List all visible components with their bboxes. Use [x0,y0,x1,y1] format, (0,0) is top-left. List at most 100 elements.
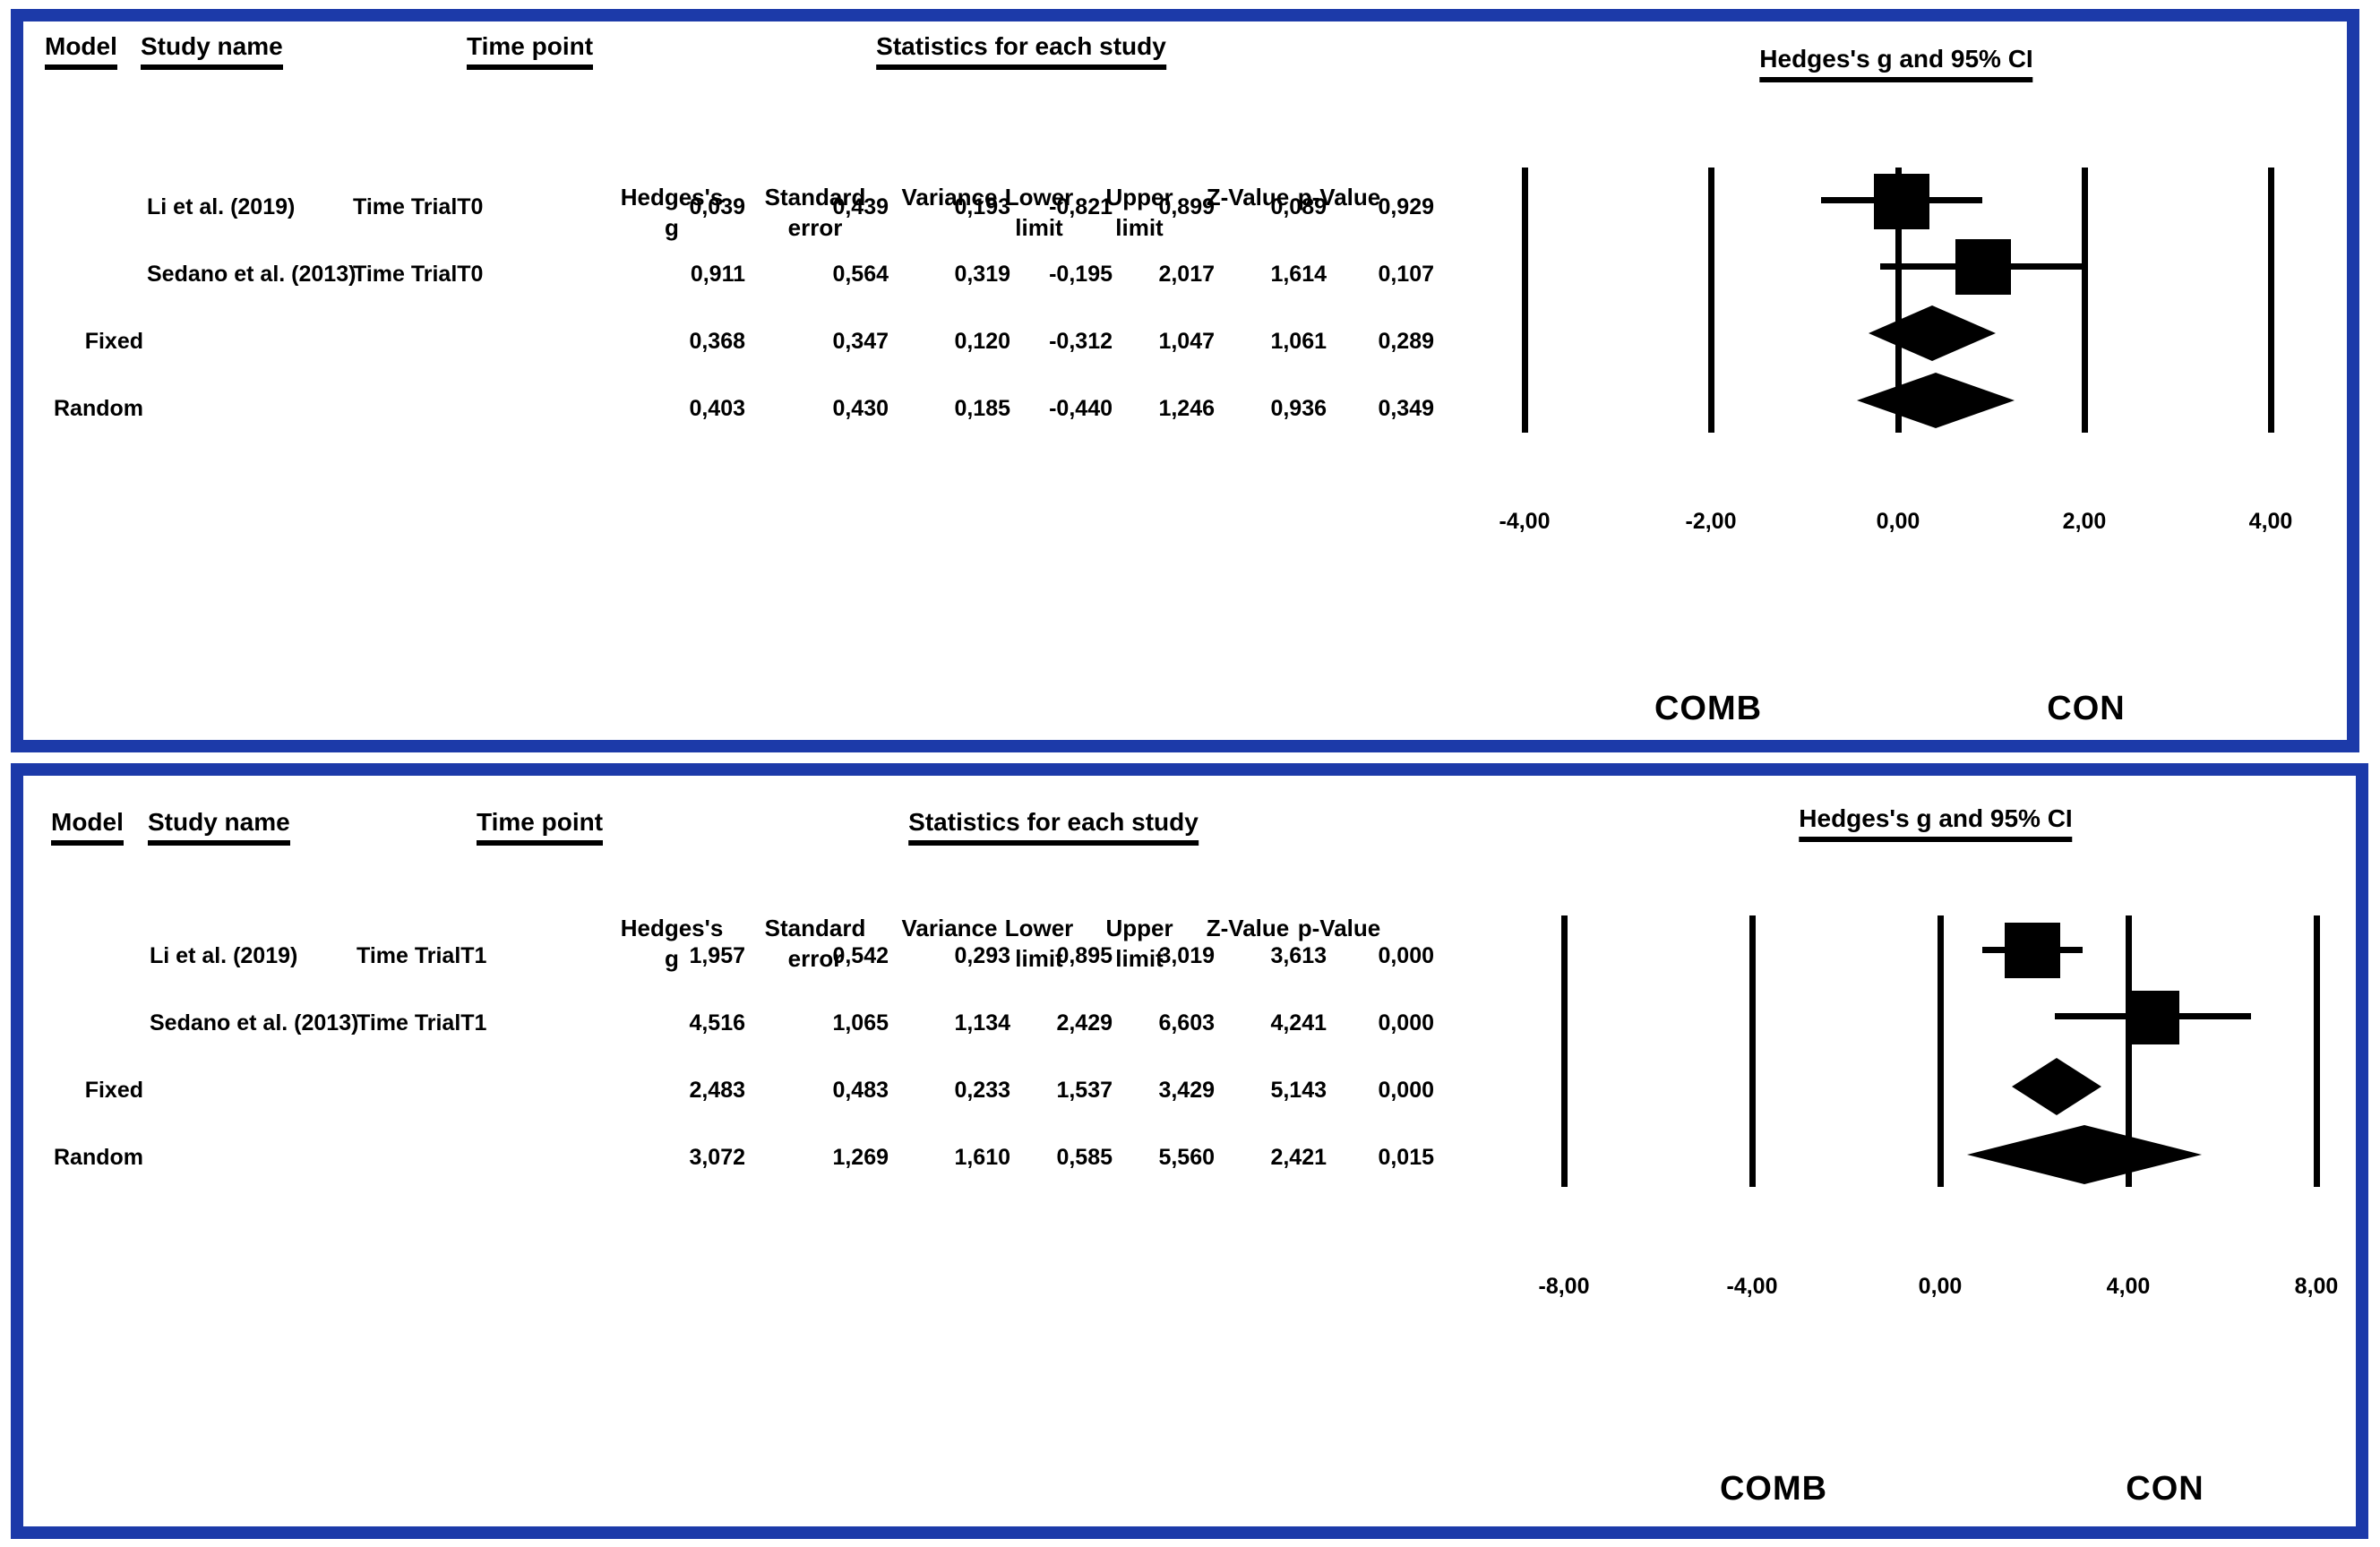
group-label-comb: COMB [1654,690,1763,727]
cell-upper: 0,899 [1158,194,1215,219]
cell-upper: 3,429 [1158,1078,1215,1103]
model-header: Model [45,32,117,70]
cell-p: 0,015 [1378,1145,1434,1170]
cell-g: 0,911 [690,262,745,287]
gridline-zero [1938,915,1944,1187]
cell-se: 0,564 [832,262,889,287]
cell-se: 1,269 [832,1145,889,1170]
cell-g: 0,039 [689,194,745,219]
col-p-value: p-Value [1297,915,1381,941]
cell-upper: 1,047 [1158,329,1215,354]
statistics-header: Statistics for each study [876,32,1166,70]
cell-lower: -0,821 [1049,194,1113,219]
time-point-label: Time TrialT0 [353,262,484,287]
cell-z: 0,089 [1270,194,1327,219]
cell-variance: 1,134 [954,1010,1010,1036]
cell-p: 0,289 [1378,329,1434,354]
col-variance: Variance [901,915,998,941]
cell-lower: 0,895 [1056,943,1113,968]
col-z-value: Z-Value [1206,184,1290,211]
gridline-plus2 [2082,168,2088,433]
ci-header: Hedges's g and 95% CI [1799,804,2073,842]
col-upper-limit: Upper limit [1105,915,1173,972]
study-label: Sedano et al. (2013) [150,1010,359,1036]
axis-tick: 2,00 [2062,509,2107,534]
time-point-label: Time TrialT0 [353,194,484,219]
gridline-plus4 [2268,168,2274,433]
cell-upper: 2,017 [1158,262,1215,287]
col-z-value: Z-Value [1206,915,1290,941]
cell-variance: 0,120 [954,329,1010,354]
forest-panel-t1: Model Study name Time point Statistics f… [11,763,2368,1539]
axis-tick: 0,00 [1918,1274,1963,1299]
cell-upper: 1,246 [1158,396,1215,421]
model-label: Fixed [84,1078,143,1103]
gridline-plus8 [2314,915,2320,1187]
cell-variance: 0,233 [954,1078,1010,1103]
cell-lower: -0,440 [1049,396,1113,421]
model-label: Random [54,1145,143,1170]
cell-p: 0,000 [1378,1078,1434,1103]
cell-se: 0,347 [832,329,889,354]
cell-z: 3,613 [1270,943,1327,968]
forest-square-sedano [1955,239,2011,295]
cell-g: 3,072 [689,1145,745,1170]
col-lower-limit: Lower limit [1004,915,1074,972]
statistics-header: Statistics for each study [908,808,1199,846]
cell-se: 0,542 [832,943,889,968]
forest-square-li [2005,923,2060,978]
cell-upper: 5,560 [1158,1145,1215,1170]
gridline-minus4 [1522,168,1528,433]
axis-tick: 8,00 [2294,1274,2339,1299]
axis-tick: -2,00 [1685,509,1737,534]
axis-tick: 4,00 [2106,1274,2151,1299]
cell-p: 0,929 [1378,194,1434,219]
cell-g: 1,957 [689,943,745,968]
col-upper-limit: Upper limit [1105,184,1173,241]
time-point-header: Time point [477,808,604,846]
cell-z: 1,061 [1270,329,1327,354]
forest-diamond-random [1967,1125,2202,1184]
cell-g: 0,368 [689,329,745,354]
cell-z: 1,614 [1270,262,1327,287]
forest-panel-t0: Model Study name Time point Statistics f… [11,9,2359,752]
gridline-minus2 [1708,168,1714,433]
cell-z: 5,143 [1270,1078,1327,1103]
cell-se: 0,430 [832,396,889,421]
time-point-header: Time point [467,32,594,70]
col-hedges-g: Hedges's g [620,915,724,972]
cell-g: 4,516 [689,1010,745,1036]
model-label: Random [54,396,143,421]
forest-diamond-fixed [2012,1058,2101,1115]
study-label: Li et al. (2019) [147,194,296,219]
group-label-con: CON [2126,1470,2204,1508]
cell-g: 0,403 [689,396,745,421]
cell-variance: 1,610 [954,1145,1010,1170]
forest-diamond-fixed [1869,305,1996,361]
col-hedges-g: Hedges's g [620,184,724,241]
cell-se: 0,483 [832,1078,889,1103]
col-standard-error: Standard error [764,184,866,241]
cell-upper: 6,603 [1158,1010,1215,1036]
forest-square-sedano [2126,991,2179,1044]
forest-square-li [1874,174,1929,229]
axis-tick: -4,00 [1726,1274,1778,1299]
cell-variance: 0,185 [954,396,1010,421]
study-label: Sedano et al. (2013) [147,262,357,287]
cell-p: 0,107 [1378,262,1434,287]
cell-se: 1,065 [832,1010,889,1036]
col-lower-limit: Lower limit [1004,184,1074,241]
cell-variance: 0,319 [954,262,1010,287]
model-label: Fixed [84,329,143,354]
time-point-label: Time TrialT1 [357,1010,487,1036]
gridline-zero [1895,168,1902,433]
time-point-label: Time TrialT1 [357,943,487,968]
model-header: Model [51,808,124,846]
cell-p: 0,000 [1378,943,1434,968]
cell-lower: 2,429 [1056,1010,1113,1036]
forest-diamond-random [1857,373,2015,428]
cell-lower: 0,585 [1056,1145,1113,1170]
axis-tick: 4,00 [2248,509,2293,534]
cell-upper: 3,019 [1158,943,1215,968]
cell-variance: 0,293 [954,943,1010,968]
